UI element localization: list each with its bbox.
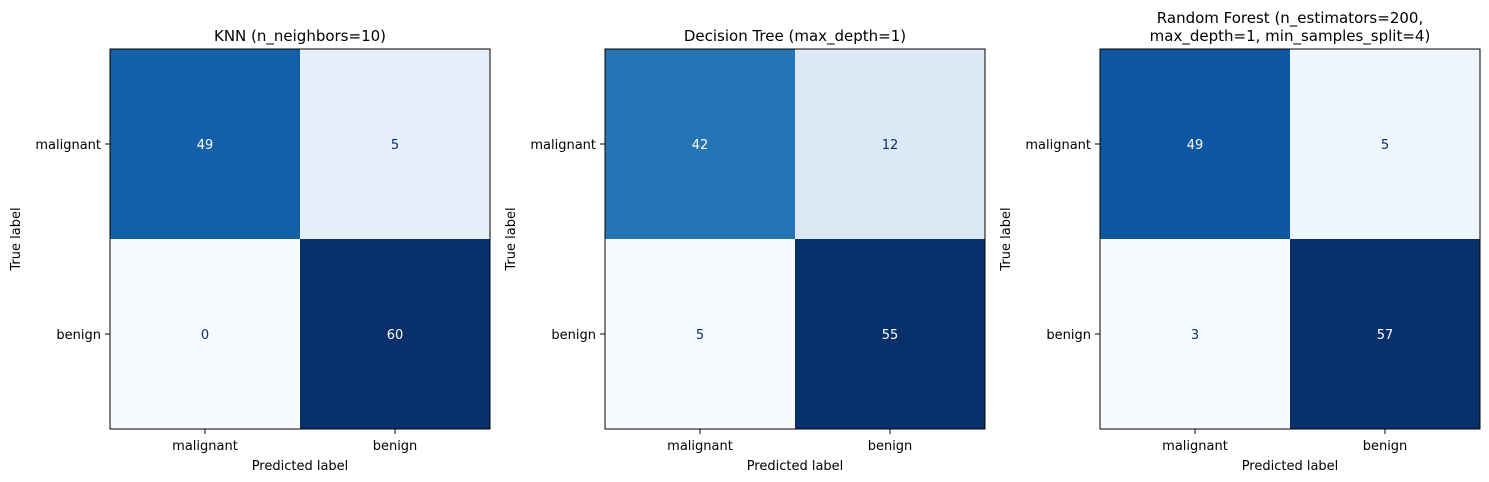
chart-title: KNN (n_neighbors=10) (214, 27, 386, 46)
plot-frame (109, 48, 491, 430)
y-tick-label: benign (56, 328, 101, 343)
y-tick-label: benign (1046, 328, 1091, 343)
matrix-cell (300, 49, 490, 239)
y-tick-label: malignant (35, 138, 101, 153)
cell-value-label: 55 (882, 328, 899, 343)
y-tick-label: malignant (1025, 138, 1091, 153)
x-tick-label: malignant (172, 439, 238, 454)
cell-value-label: 5 (391, 138, 399, 153)
matrix-cell (110, 49, 300, 239)
x-axis-label: Predicted label (747, 459, 844, 474)
y-axis-label: True label (9, 207, 24, 271)
y-axis-label: True label (504, 207, 519, 271)
y-tick-label: benign (551, 328, 596, 343)
x-tick-label: benign (868, 439, 913, 454)
cell-value-label: 3 (1191, 328, 1199, 343)
cell-value-label: 0 (201, 328, 209, 343)
matrix-cell (1290, 49, 1480, 239)
chart-title: Random Forest (n_estimators=200, (1157, 9, 1423, 28)
plot-frame (1099, 48, 1481, 430)
matrix-cell (1100, 49, 1290, 239)
cell-value-label: 49 (1187, 138, 1204, 153)
matrix-cell (795, 49, 985, 239)
cell-value-label: 49 (197, 138, 214, 153)
confusion-matrix-panel: KNN (n_neighbors=10) 49 5 0 60 malignant benig… (9, 27, 491, 474)
cell-value-label: 42 (692, 138, 709, 153)
x-axis-label: Predicted label (1242, 459, 1339, 474)
confusion-matrix-panel: Random Forest (n_estimators=200,max_dept… (999, 9, 1481, 474)
y-axis-label: True label (999, 207, 1014, 271)
x-tick-label: malignant (1162, 439, 1228, 454)
matrix-cell (300, 239, 490, 429)
matrix-cell (795, 239, 985, 429)
chart-title: Decision Tree (max_depth=1) (684, 27, 906, 46)
cell-value-label: 60 (387, 328, 404, 343)
x-tick-label: benign (1363, 439, 1408, 454)
matrix-cell (605, 49, 795, 239)
chart-title: max_depth=1, min_samples_split=4) (1150, 27, 1431, 46)
confusion-matrix-panel: Decision Tree (max_depth=1)42 125 55malign… (504, 27, 986, 474)
cell-value-label: 5 (1381, 138, 1389, 153)
matrix-cell (110, 239, 300, 429)
x-tick-label: benign (373, 439, 418, 454)
cell-value-label: 5 (696, 328, 704, 343)
matrix-cell (1290, 239, 1480, 429)
x-axis-label: Predicted label (252, 459, 349, 474)
matrix-cell (605, 239, 795, 429)
y-tick-label: malignant (530, 138, 596, 153)
x-tick-label: malignant (667, 439, 733, 454)
cell-value-label: 12 (882, 138, 899, 153)
plot-frame (604, 48, 986, 430)
matrix-cell (1100, 239, 1290, 429)
cell-value-label: 57 (1377, 328, 1394, 343)
